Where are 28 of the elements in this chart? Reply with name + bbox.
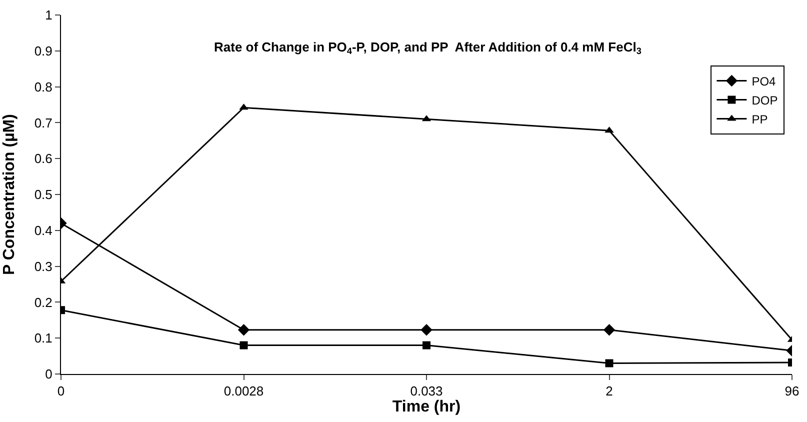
- y-tick-label: 0.3: [34, 258, 52, 274]
- point: [605, 359, 614, 368]
- y-tick-label: 0.2: [34, 294, 52, 310]
- y-tick-label: 0: [45, 366, 52, 382]
- x-tick-label: 96: [784, 384, 800, 399]
- y-tick-label: 1: [45, 8, 52, 23]
- x-tick-label: 0.033: [410, 384, 443, 399]
- y-tick-label: 0.9: [34, 43, 52, 58]
- point: [420, 324, 432, 336]
- y-tick-label: 0.7: [34, 115, 52, 130]
- x-axis-title: Time (hr): [392, 398, 461, 416]
- legend-label: PO4: [752, 74, 776, 88]
- y-tick-label: 0.6: [34, 151, 52, 166]
- x-tick-label: 2: [606, 384, 613, 399]
- y-tick-label: 0.1: [34, 330, 52, 346]
- point: [238, 324, 250, 336]
- y-axis-title: P Concentration (µM): [1, 114, 18, 275]
- point: [603, 324, 616, 336]
- point: [422, 341, 430, 350]
- point: [240, 341, 248, 350]
- legend-label: DOP: [752, 93, 778, 108]
- y-tick-label: 0.8: [34, 79, 52, 94]
- text: Rate of Change in PO$_{4}$-P, DOP, and PP After Addition of 0.4 mM FeCl$_{3}$: [214, 39, 642, 56]
- y-tick-label: 0.4: [34, 222, 52, 238]
- y-tick-label: 0.5: [34, 187, 52, 202]
- legend-label: PP: [752, 112, 768, 126]
- x-tick-label: 0: [57, 384, 65, 399]
- x-tick-label: 0.0028: [224, 384, 264, 399]
